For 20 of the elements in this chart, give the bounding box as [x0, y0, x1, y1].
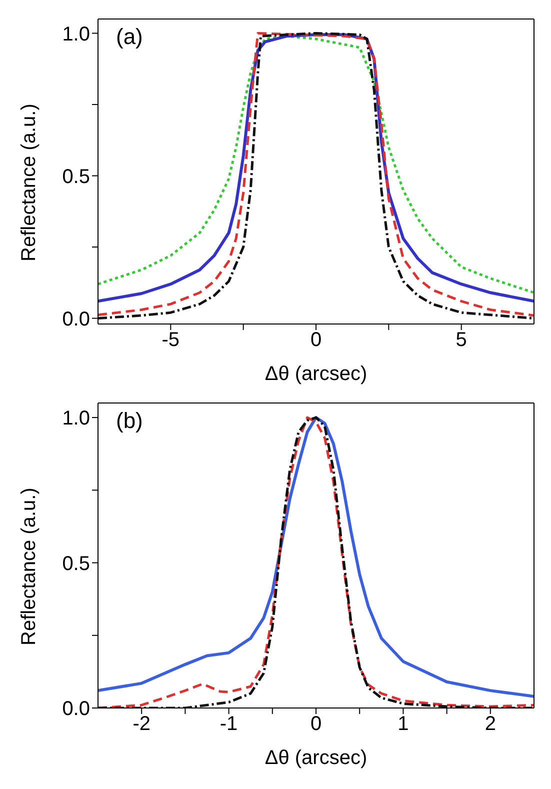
- x-tick-label: -5: [162, 329, 180, 352]
- x-tick-label: 1: [398, 713, 409, 736]
- y-tick-label: 0.5: [62, 552, 90, 575]
- x-tick-label: 0: [310, 329, 322, 352]
- x-tick-label: 2: [484, 713, 496, 736]
- y-axis-title: Reflectance (a.u.): [18, 104, 40, 262]
- annotation: (a): [116, 24, 143, 50]
- y-axis-title: Reflectance (a.u.): [18, 488, 40, 646]
- x-axis-title: Δθ (arcsec): [264, 747, 368, 769]
- y-tick-label: 0.5: [62, 166, 90, 188]
- x-tick-label: -1: [220, 713, 238, 736]
- annotation: (b): [116, 408, 143, 434]
- x-tick-label: 0: [310, 713, 322, 736]
- y-tick-label: 1.0: [62, 408, 90, 430]
- y-tick-label: 0.0: [62, 698, 90, 720]
- y-tick-label: 0.0: [62, 308, 90, 330]
- x-tick-label: -2: [132, 713, 150, 736]
- y-tick-label: 1.0: [62, 23, 90, 46]
- x-tick-label: 5: [456, 329, 467, 352]
- x-axis-title: Δθ (arcsec): [264, 363, 368, 385]
